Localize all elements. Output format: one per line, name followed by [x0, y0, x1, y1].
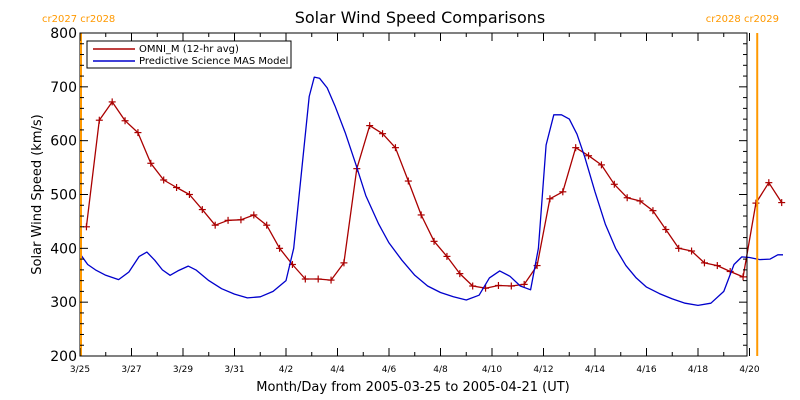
x-tick-label-3-27: 3/27	[121, 365, 141, 375]
data-point-0	[623, 194, 631, 202]
data-point-0	[700, 259, 708, 267]
data-point-0	[713, 262, 721, 270]
x-tick-label-4-18: 4/18	[688, 365, 708, 375]
x-tick-label-4-2: 4/2	[279, 365, 293, 375]
legend: OMNI_M (12-hr avg) Predictive Science MA…	[86, 40, 292, 69]
data-point-0	[585, 152, 593, 160]
data-point-0	[340, 259, 348, 267]
data-point-0	[108, 98, 116, 106]
x-axis-label: Month/Day from 2005-03-25 to 2005-04-21 …	[256, 380, 569, 395]
x-tick-label-3-29: 3/29	[173, 365, 193, 375]
data-point-0	[469, 282, 477, 290]
data-point-0	[662, 225, 670, 233]
x-tick-label-4-12: 4/12	[533, 365, 553, 375]
data-point-0	[95, 116, 103, 124]
legend-box	[86, 40, 292, 69]
data-point-0	[752, 199, 760, 207]
data-point-0	[494, 281, 502, 289]
data-point-0	[688, 247, 696, 255]
data-point-0	[610, 180, 618, 188]
data-point-0	[250, 211, 258, 219]
legend-label-mas: Predictive Science MAS Model	[139, 56, 288, 67]
x-tick-label-4-20: 4/20	[739, 365, 759, 375]
y-tick-label-200: 200	[50, 349, 77, 365]
data-point-0	[765, 179, 773, 187]
data-point-0	[379, 130, 387, 138]
data-point-0	[778, 199, 786, 207]
data-point-0	[546, 195, 554, 203]
data-point-0	[572, 144, 580, 152]
y-tick-label-700: 700	[50, 80, 77, 96]
data-point-0	[391, 144, 399, 152]
data-point-0	[507, 282, 515, 290]
data-point-0	[82, 223, 90, 231]
y-tick-label-500: 500	[50, 188, 77, 204]
data-point-0	[224, 216, 232, 224]
data-point-0	[185, 191, 193, 198]
data-point-0	[211, 221, 219, 229]
x-axis: 3/25 3/27 3/29 3/31 4/2 4/4 4/6 4/8 4/10 4/12 4/14…	[70, 33, 760, 375]
x-tick-label-3-25: 3/25	[70, 365, 90, 375]
x-tick-label-4-14: 4/14	[585, 365, 605, 375]
x-tick-label-3-31: 3/31	[224, 365, 244, 375]
data-point-0	[134, 129, 142, 137]
data-point-0	[404, 177, 412, 185]
y-tick-label-400: 400	[50, 241, 77, 257]
data-point-0	[675, 244, 683, 252]
data-point-0	[649, 207, 657, 215]
data-point-0	[121, 117, 129, 125]
data-point-0	[314, 275, 322, 283]
series-layer	[79, 76, 786, 307]
y-tick-label-300: 300	[50, 295, 77, 311]
data-point-0	[559, 188, 567, 196]
x-tick-label-4-6: 4/6	[382, 365, 397, 375]
y-tick-label-800: 800	[50, 26, 77, 42]
legend-label-omni: OMNI_M (12-hr avg)	[139, 44, 239, 55]
data-point-0	[520, 280, 528, 288]
rotation-label-left: cr2027 cr2028	[42, 14, 115, 25]
data-point-0	[327, 276, 335, 284]
data-point-0	[597, 161, 605, 169]
x-tick-label-4-8: 4/8	[433, 365, 448, 375]
data-point-0	[456, 270, 464, 278]
data-point-0	[173, 184, 181, 192]
y-axis-label: Solar Wind Speed (km/s)	[30, 114, 45, 274]
data-point-0	[417, 211, 425, 219]
series-line-1	[79, 76, 783, 307]
data-point-0	[160, 176, 168, 184]
data-point-0	[739, 273, 747, 281]
data-point-0	[430, 237, 438, 245]
y-tick-label-600: 600	[50, 134, 77, 150]
data-point-0	[276, 244, 284, 252]
data-point-0	[636, 197, 644, 205]
data-point-0	[147, 159, 155, 167]
data-point-0	[366, 122, 374, 130]
data-point-0	[443, 252, 451, 260]
x-tick-label-4-10: 4/10	[482, 365, 502, 375]
x-tick-label-4-4: 4/4	[330, 365, 345, 375]
rotation-label-right: cr2028 cr2029	[706, 14, 779, 25]
data-point-0	[237, 216, 245, 224]
x-tick-label-4-16: 4/16	[636, 365, 656, 375]
data-point-0	[263, 221, 271, 229]
data-point-0	[198, 206, 206, 214]
data-point-0	[301, 275, 309, 283]
chart-title: Solar Wind Speed Comparisons	[295, 8, 546, 27]
y-axis: 200 300 400 500 600 700 800	[50, 26, 747, 365]
